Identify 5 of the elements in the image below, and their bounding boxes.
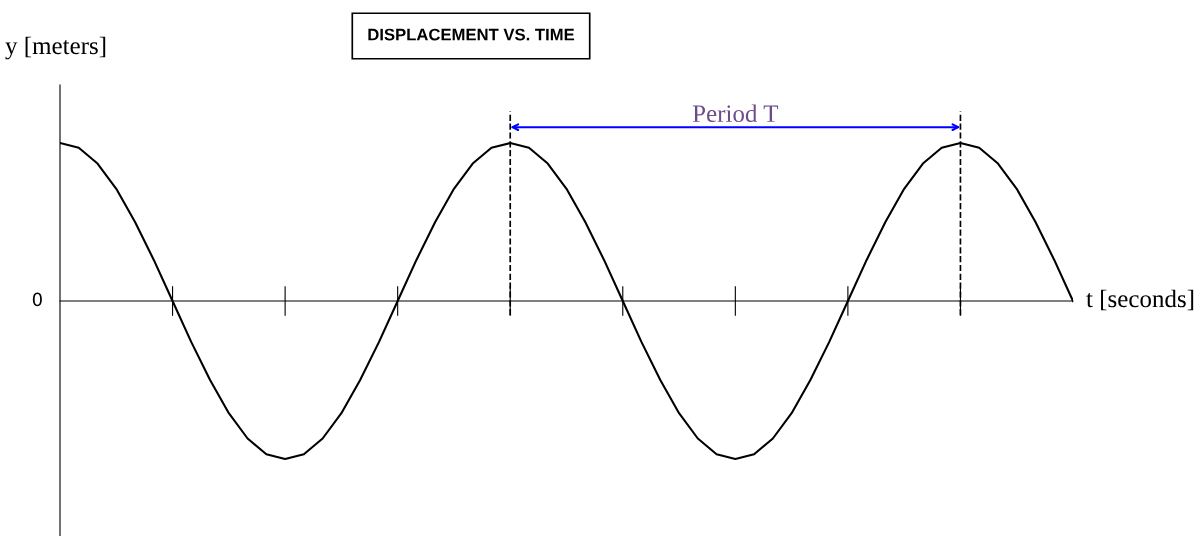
y-axis-title: y [meters] (5, 36, 106, 60)
text: Period T (692, 104, 779, 123)
x-axis-title: t [seconds] (1086, 289, 1194, 311)
chart-title: DISPLACEMENT VS. TIME (368, 28, 575, 41)
text: 0 (32, 292, 42, 307)
